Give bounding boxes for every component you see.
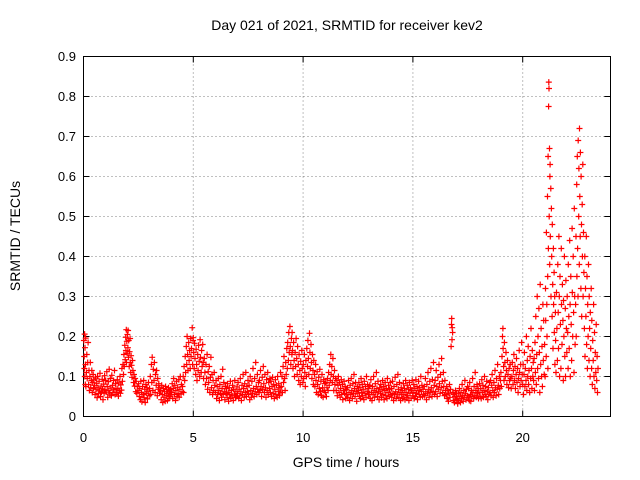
y-tick-label: 0.6 [58,169,76,184]
y-tick-label: 0.4 [58,249,76,264]
y-axis-label: SRMTID / TECUs [7,181,23,291]
chart-title: Day 021 of 2021, SRMTID for receiver kev… [211,17,483,33]
y-tick-label: 0.5 [58,209,76,224]
y-tick-label: 0.1 [58,369,76,384]
x-tick-label: 10 [296,430,310,445]
x-tick-label: 15 [406,430,420,445]
data-points [80,79,601,407]
x-tick-label: 20 [515,430,529,445]
y-tick-label: 0.9 [58,49,76,64]
x-axis-label: GPS time / hours [293,454,400,470]
x-tick-labels: 0 5 10 15 20 [80,430,530,445]
y-tick-label: 0.7 [58,129,76,144]
y-tick-label: 0.8 [58,89,76,104]
grid-lines [83,56,611,417]
x-tick-label: 0 [80,430,87,445]
x-tick-label: 5 [190,430,197,445]
y-tick-labels: 0 0.1 0.2 0.3 0.4 0.5 0.6 0.7 0.8 0.9 [58,49,76,424]
y-tick-label: 0.2 [58,329,76,344]
y-tick-label: 0 [69,409,76,424]
y-tick-label: 0.3 [58,289,76,304]
plot-border [83,56,611,417]
